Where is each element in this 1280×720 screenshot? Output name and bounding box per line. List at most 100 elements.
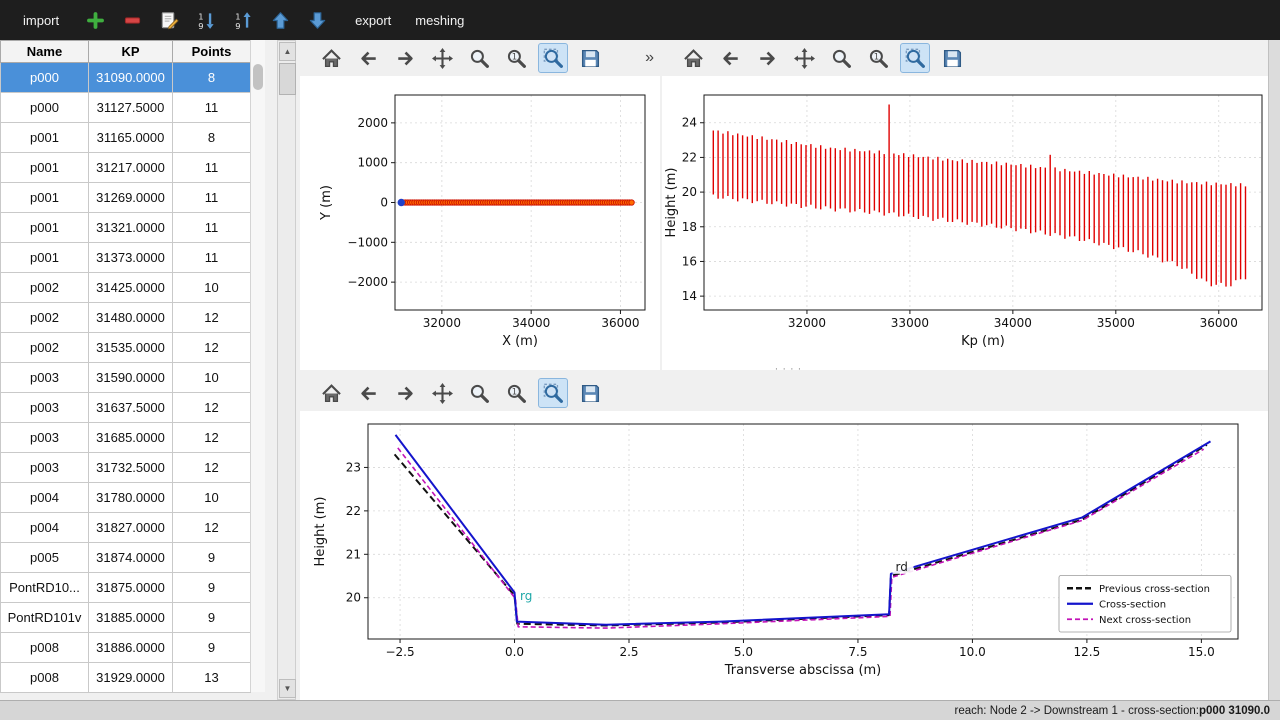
- forward-button[interactable]: [752, 43, 782, 73]
- table-row[interactable]: p00231425.000010: [1, 273, 251, 303]
- table-row[interactable]: p00331732.500012: [1, 453, 251, 483]
- move-up-button[interactable]: [267, 7, 293, 33]
- zoom-original-button[interactable]: [501, 43, 531, 73]
- cross-section-plot-canvas[interactable]: −2.50.02.55.07.510.012.515.020212223Tran…: [300, 411, 1268, 700]
- save-button[interactable]: [575, 378, 605, 408]
- back-button[interactable]: [353, 43, 383, 73]
- meshing-button[interactable]: meshing: [406, 9, 473, 32]
- svg-text:2000: 2000: [357, 116, 388, 130]
- table-row[interactable]: p00231480.000012: [1, 303, 251, 333]
- table-row[interactable]: p00031127.500011: [1, 93, 251, 123]
- plan-plot-canvas[interactable]: 320003400036000−2000−1000010002000X (m)Y…: [300, 76, 660, 370]
- svg-text:Next cross-section: Next cross-section: [1099, 615, 1191, 626]
- horizontal-splitter-handle[interactable]: ····: [755, 367, 825, 374]
- scroll-up-button[interactable]: ▲: [279, 42, 296, 61]
- back-button[interactable]: [353, 378, 383, 408]
- table-row[interactable]: p00431780.000010: [1, 483, 251, 513]
- table-row[interactable]: p00331685.000012: [1, 423, 251, 453]
- svg-text:1000: 1000: [357, 156, 388, 170]
- svg-text:7.5: 7.5: [848, 645, 867, 659]
- table-row[interactable]: p00031090.00008: [1, 63, 251, 93]
- home-icon: [321, 383, 342, 404]
- zoom-button[interactable]: [826, 43, 856, 73]
- table-row[interactable]: p00131165.00008: [1, 123, 251, 153]
- sort-ascending-icon: [234, 11, 253, 30]
- scroll-down-button[interactable]: ▼: [279, 679, 296, 698]
- import-button[interactable]: import: [14, 9, 68, 32]
- remove-button[interactable]: [119, 7, 145, 33]
- forward-button[interactable]: [390, 43, 420, 73]
- table-row[interactable]: p00531874.00009: [1, 543, 251, 573]
- svg-text:24: 24: [682, 116, 697, 130]
- table-row[interactable]: PontRD10...31875.00009: [1, 573, 251, 603]
- export-button[interactable]: export: [346, 9, 400, 32]
- svg-text:22: 22: [346, 504, 361, 518]
- table-row[interactable]: p00131373.000011: [1, 243, 251, 273]
- column-header-points[interactable]: Points: [173, 41, 251, 63]
- back-button[interactable]: [715, 43, 745, 73]
- table-row[interactable]: p00131321.000011: [1, 213, 251, 243]
- column-header-kp[interactable]: KP: [89, 41, 173, 63]
- pan-button[interactable]: [427, 378, 457, 408]
- table-row[interactable]: p00831929.000013: [1, 663, 251, 693]
- zoom-rect-icon: [543, 383, 564, 404]
- move-down-button[interactable]: [304, 7, 330, 33]
- edit-button[interactable]: [156, 7, 182, 33]
- table-row[interactable]: p00831886.00009: [1, 633, 251, 663]
- table-scrollbar[interactable]: [250, 40, 265, 692]
- svg-text:15.0: 15.0: [1188, 645, 1215, 659]
- edit-icon: [160, 11, 179, 30]
- longitudinal-plot-canvas[interactable]: 3200033000340003500036000141618202224Kp …: [662, 76, 1268, 370]
- table-row[interactable]: p00131217.000011: [1, 153, 251, 183]
- svg-text:0.0: 0.0: [505, 645, 524, 659]
- svg-text:23: 23: [346, 460, 361, 474]
- save-button[interactable]: [937, 43, 967, 73]
- remove-icon: [123, 11, 142, 30]
- svg-text:rg: rg: [520, 589, 532, 603]
- table-row[interactable]: PontRD101v31885.00009: [1, 603, 251, 633]
- zoom-original-button[interactable]: [863, 43, 893, 73]
- status-text: reach: Node 2 -> Downstream 1 - cross-se…: [955, 705, 1199, 717]
- sort-descending-button[interactable]: [193, 7, 219, 33]
- table-row[interactable]: p00331590.000010: [1, 363, 251, 393]
- panel-scrollbar[interactable]: ▲ ▼: [277, 40, 296, 700]
- table-row[interactable]: p00231535.000012: [1, 333, 251, 363]
- cross-section-plot-toolbar: [300, 375, 1268, 411]
- table-header: NameKPPoints: [1, 41, 251, 63]
- panel-scrollbar-thumb[interactable]: [279, 63, 296, 95]
- sort-ascending-button[interactable]: [230, 7, 256, 33]
- zoom-button[interactable]: [464, 378, 494, 408]
- svg-text:32000: 32000: [788, 316, 826, 330]
- zoom-button[interactable]: [464, 43, 494, 73]
- table-row[interactable]: p00131269.000011: [1, 183, 251, 213]
- svg-text:21: 21: [346, 547, 361, 561]
- column-header-name[interactable]: Name: [1, 41, 89, 63]
- home-icon: [321, 48, 342, 69]
- back-icon: [358, 383, 379, 404]
- table-row[interactable]: p00431827.000012: [1, 513, 251, 543]
- table-scrollbar-thumb[interactable]: [253, 64, 263, 90]
- save-button[interactable]: [575, 43, 605, 73]
- add-button[interactable]: [82, 7, 108, 33]
- zoom-rect-button[interactable]: [538, 43, 568, 73]
- pan-button[interactable]: [427, 43, 457, 73]
- svg-text:Kp (m): Kp (m): [961, 334, 1005, 349]
- zoom-original-icon: [506, 48, 527, 69]
- pan-button[interactable]: [789, 43, 819, 73]
- svg-text:36000: 36000: [601, 316, 639, 330]
- home-button[interactable]: [678, 43, 708, 73]
- toolbar-overflow-chevron[interactable]: »: [645, 49, 654, 67]
- svg-text:32000: 32000: [423, 316, 461, 330]
- right-splitter[interactable]: [1268, 40, 1280, 700]
- home-button[interactable]: [316, 43, 346, 73]
- zoom-rect-button[interactable]: [538, 378, 568, 408]
- zoom-rect-button[interactable]: [900, 43, 930, 73]
- svg-text:Transverse abscissa (m): Transverse abscissa (m): [724, 663, 882, 678]
- table-row[interactable]: p00331637.500012: [1, 393, 251, 423]
- zoom-original-button[interactable]: [501, 378, 531, 408]
- svg-text:5.0: 5.0: [734, 645, 753, 659]
- home-button[interactable]: [316, 378, 346, 408]
- home-icon: [683, 48, 704, 69]
- svg-text:14: 14: [682, 289, 697, 303]
- forward-button[interactable]: [390, 378, 420, 408]
